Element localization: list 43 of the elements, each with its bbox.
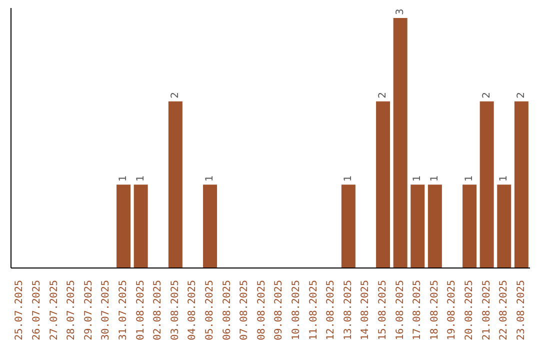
data-label: 1 xyxy=(118,175,130,182)
x-tick-label: 02.08.2025 xyxy=(152,280,164,340)
data-label: 1 xyxy=(429,175,440,182)
x-tick-label: 11.08.2025 xyxy=(308,280,320,340)
x-tick-label: 18.08.2025 xyxy=(429,280,440,340)
x-tick-label: 20.08.2025 xyxy=(464,280,475,340)
x-tick-label: 22.08.2025 xyxy=(498,280,510,340)
x-tick-label: 31.07.2025 xyxy=(118,280,129,340)
data-label: 2 xyxy=(170,92,181,98)
x-tick-label: 17.08.2025 xyxy=(412,280,424,340)
x-tick-label: 01.08.2025 xyxy=(135,280,146,340)
x-tick-label: 28.07.2025 xyxy=(66,280,78,340)
x-tick-label: 29.07.2025 xyxy=(83,280,94,340)
data-label: 1 xyxy=(412,175,424,182)
data-label: 3 xyxy=(394,8,406,15)
x-tick-label: 10.08.2025 xyxy=(290,280,302,340)
x-tick-label: 30.07.2025 xyxy=(100,280,112,340)
x-tick-label: 15.08.2025 xyxy=(377,280,388,340)
data-label: 1 xyxy=(498,175,510,182)
x-tick-label: 06.08.2025 xyxy=(222,280,233,340)
data-label: 1 xyxy=(204,175,216,182)
data-label: 2 xyxy=(378,92,389,98)
x-tick-label: 21.08.2025 xyxy=(481,280,492,340)
data-label: 2 xyxy=(481,92,492,98)
x-tick-label: 13.08.2025 xyxy=(342,280,354,340)
data-label: 1 xyxy=(135,175,146,182)
x-tick-label: 23.08.2025 xyxy=(516,280,527,340)
x-tick-label: 08.08.2025 xyxy=(256,280,268,340)
x-tick-label: 14.08.2025 xyxy=(360,280,372,340)
data-label: 1 xyxy=(464,175,476,182)
x-tick-label: 27.07.2025 xyxy=(48,280,60,340)
x-tick-label: 05.08.2025 xyxy=(204,280,216,340)
x-tick-label: 25.07.2025 xyxy=(14,280,26,340)
x-tick-label: 16.08.2025 xyxy=(394,280,406,340)
data-label: 2 xyxy=(516,92,527,98)
x-tick-label: 04.08.2025 xyxy=(187,280,198,340)
x-tick-label: 26.07.2025 xyxy=(31,280,42,340)
x-tick-label: 12.08.2025 xyxy=(326,280,337,340)
x-tick-label: 09.08.2025 xyxy=(274,280,285,340)
data-label: 1 xyxy=(342,175,354,182)
x-tick-label: 07.08.2025 xyxy=(239,280,250,340)
x-tick-label: 19.08.2025 xyxy=(446,280,458,340)
x-tick-label: 03.08.2025 xyxy=(170,280,181,340)
